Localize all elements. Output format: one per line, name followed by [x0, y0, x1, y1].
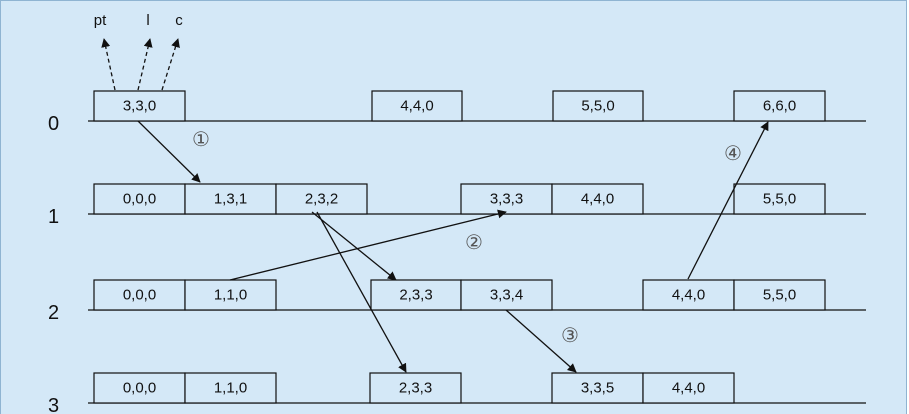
node-box: 3,3,4	[460, 279, 553, 311]
node-label: 4,4,0	[400, 98, 433, 115]
node-label: 2,3,2	[305, 191, 338, 208]
pointer-arrow-pt	[101, 38, 116, 91]
node-box: 5,5,0	[552, 90, 644, 122]
level-label-3: 3	[48, 395, 59, 414]
node-box: 3,3,0	[93, 90, 186, 122]
node-label: 4,4,0	[672, 287, 705, 304]
node-label: 5,5,0	[763, 287, 796, 304]
node-box: 1,1,0	[184, 279, 277, 311]
node-label: 0,0,0	[123, 287, 156, 304]
node-box: 0,0,0	[93, 372, 186, 404]
node-label: 1,1,0	[214, 380, 247, 397]
level-label-2: 2	[48, 302, 59, 324]
node-box: 3,3,3	[460, 183, 553, 215]
node-box: 4,4,0	[642, 372, 735, 404]
arrow-step-2	[229, 209, 507, 281]
node-label: 3,3,4	[490, 287, 523, 304]
node-label: 5,5,0	[763, 191, 796, 208]
node-label: 3,3,0	[123, 98, 156, 115]
node-box: 0,0,0	[93, 183, 186, 215]
node-label: 4,4,0	[581, 191, 614, 208]
node-label: 6,6,0	[763, 98, 796, 115]
node-box: 4,4,0	[551, 183, 644, 215]
node-box: 5,5,0	[733, 279, 826, 311]
step-marker-2: ②	[465, 230, 483, 254]
node-label: 2,3,3	[399, 287, 432, 304]
arrow-2-3-2-to-2-3-3	[311, 211, 397, 281]
arrow-step-4	[687, 121, 769, 280]
step-marker-1: ①	[192, 127, 210, 151]
node-label: 3,3,5	[581, 380, 614, 397]
pointer-label-l: l	[146, 12, 149, 29]
pointer-label-pt: pt	[94, 12, 107, 29]
pointer-label-c: c	[175, 12, 183, 29]
node-box: 3,3,5	[551, 372, 644, 404]
node-label: 1,3,1	[214, 191, 247, 208]
node-box: 1,1,0	[184, 372, 277, 404]
arrow-2-3-2-to-level-3	[316, 211, 407, 373]
arrow-step-3	[505, 309, 577, 373]
node-box: 0,0,0	[93, 279, 186, 311]
node-label: 3,3,3	[490, 191, 523, 208]
level-label-0: 0	[48, 113, 59, 135]
step-marker-4: ④	[724, 141, 742, 165]
node-label: 5,5,0	[581, 98, 614, 115]
pointer-arrow-c	[161, 38, 180, 91]
node-label: 2,3,3	[399, 380, 432, 397]
node-box: 2,3,2	[275, 183, 368, 215]
node-box: 6,6,0	[733, 90, 826, 122]
pointer-arrow-l	[137, 38, 153, 91]
node-label: 0,0,0	[123, 380, 156, 397]
node-box: 1,3,1	[184, 183, 277, 215]
node-label: 4,4,0	[672, 380, 705, 397]
arrow-step-1	[137, 120, 201, 183]
node-box: 4,4,0	[371, 90, 463, 122]
node-box: 4,4,0	[642, 279, 735, 311]
node-box: 5,5,0	[733, 183, 826, 215]
node-label: 0,0,0	[123, 191, 156, 208]
step-marker-3: ③	[561, 323, 579, 347]
node-box: 2,3,3	[370, 279, 462, 311]
node-box: 2,3,3	[369, 372, 462, 404]
level-label-1: 1	[48, 206, 59, 228]
node-label: 1,1,0	[214, 287, 247, 304]
